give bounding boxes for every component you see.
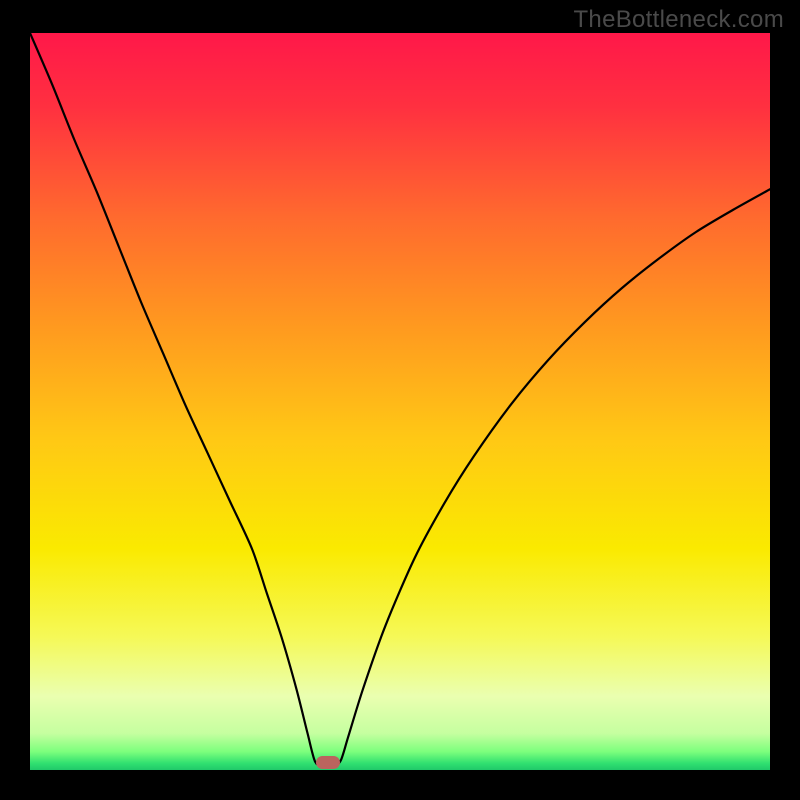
curve-path [30,33,770,767]
bottleneck-curve [30,33,770,770]
watermark-text: TheBottleneck.com [573,6,784,34]
optimal-marker [316,756,340,769]
plot-area [30,33,770,770]
